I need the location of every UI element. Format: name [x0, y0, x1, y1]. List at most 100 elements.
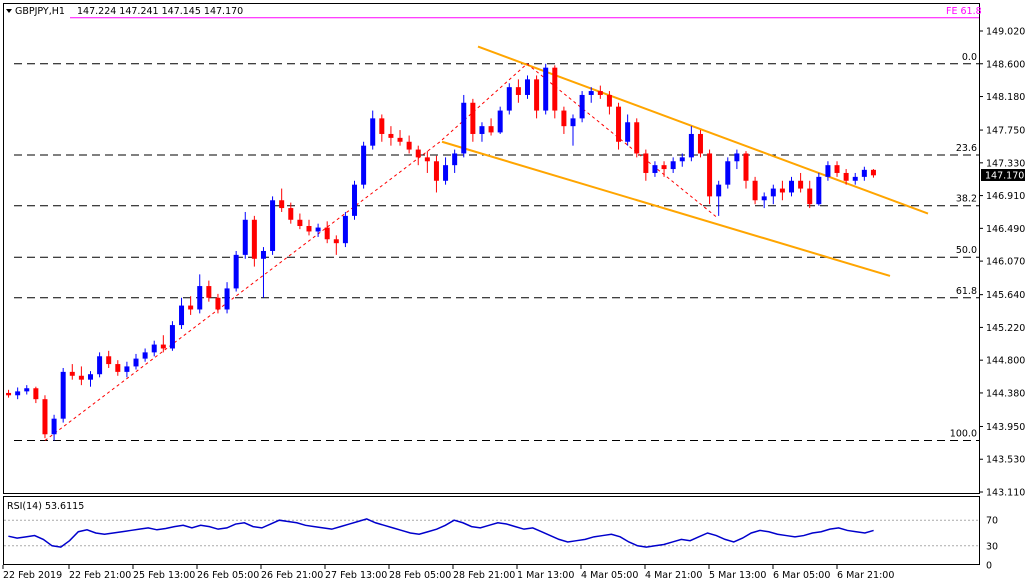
candle-body: [734, 153, 740, 162]
time-tick-label: 22 Feb 21:00: [69, 570, 131, 581]
candle-body: [251, 219, 257, 259]
price-tick-label: 143.110: [986, 488, 1025, 499]
candle-body: [424, 157, 430, 162]
price-tick-label: 148.180: [986, 92, 1025, 103]
price-tick-label: 146.070: [986, 257, 1025, 268]
candle-body: [342, 215, 348, 244]
fib-level-label: 100.0: [950, 429, 977, 440]
candle-body: [479, 126, 485, 134]
price-tick-label: 147.330: [986, 158, 1025, 169]
rsi-label: RSI(14) 53.6115: [7, 501, 84, 512]
candle-body: [297, 219, 303, 227]
candle-body: [142, 352, 148, 359]
candle-body: [33, 388, 39, 400]
candle-body: [233, 254, 239, 289]
candle-body: [852, 176, 858, 181]
collapse-triangle-icon[interactable]: [6, 9, 12, 13]
price-tick-label: 146.910: [986, 191, 1025, 202]
ohlc-label: 147.224 147.241 147.145 147.170: [77, 6, 243, 17]
channel-lower-line: [441, 140, 891, 277]
candle-body: [24, 388, 30, 392]
candle-body: [552, 67, 558, 111]
candle-body: [324, 227, 330, 240]
rsi-indicator: 70 30 0: [4, 516, 998, 572]
time-tick-label: 5 Mar 13:00: [709, 570, 766, 581]
rsi-tick-label: 0: [986, 561, 992, 572]
price-tick-label: 144.380: [986, 388, 1025, 399]
candle-body: [406, 141, 412, 150]
rsi-panel-border: [3, 496, 980, 565]
candle-body: [543, 67, 549, 111]
fib-level-label: 61.8: [956, 286, 977, 297]
candle-body: [124, 366, 130, 372]
time-tick-label: 4 Mar 21:00: [645, 570, 702, 581]
candle-body: [761, 196, 767, 201]
candle-body: [443, 165, 449, 181]
fib-level-label: 38.2: [956, 194, 977, 205]
candle-body: [78, 375, 84, 380]
price-tick-label: 147.750: [986, 126, 1025, 137]
candle-body: [661, 165, 667, 170]
candle-body: [461, 102, 467, 154]
candle-body: [260, 250, 266, 259]
candle-body: [561, 110, 567, 127]
price-tick-label: 143.950: [986, 422, 1025, 433]
rsi-tick-label: 30: [986, 541, 998, 552]
time-tick-label: 26 Feb 05:00: [197, 570, 259, 581]
candle-body: [798, 180, 804, 189]
candle-body: [433, 161, 439, 181]
current-price-badge: [981, 169, 1025, 181]
time-tick-label: 25 Feb 13:00: [133, 570, 195, 581]
price-tick-label: 145.220: [986, 323, 1025, 334]
candle-body: [133, 358, 139, 367]
time-tick-label: 6 Mar 21:00: [837, 570, 894, 581]
price-tick-label: 148.600: [986, 59, 1025, 70]
candle-body: [579, 94, 585, 119]
candle-body: [15, 391, 21, 396]
candle-body: [242, 219, 248, 255]
price-tick-label: 143.530: [986, 455, 1025, 466]
time-tick-label: 27 Feb 13:00: [325, 570, 387, 581]
fib-level-label: 0.0: [962, 52, 977, 63]
candle-body: [288, 208, 294, 220]
time-axis: 22 Feb 2019 22 Feb 21:00 25 Feb 13:00 26 Fe…: [2, 565, 894, 581]
candle-body: [206, 286, 212, 298]
candle-body: [816, 176, 822, 205]
candle-body: [588, 91, 594, 95]
candle-body: [616, 106, 622, 142]
candle-body: [716, 184, 722, 197]
candle-body: [752, 180, 758, 201]
current-price-label: 147.170: [985, 171, 1024, 182]
candle-body: [224, 288, 230, 310]
candle-body: [625, 122, 631, 142]
candle-body: [861, 169, 867, 177]
price-tick-label: 145.640: [986, 290, 1025, 301]
candle-body: [707, 153, 713, 197]
candle-body: [679, 157, 685, 162]
price-tick-label: 149.020: [986, 27, 1025, 38]
candle-body: [725, 161, 731, 185]
candle-body: [470, 102, 476, 134]
candle-body: [69, 371, 75, 376]
candle-body: [51, 418, 57, 435]
time-tick-label: 28 Feb 05:00: [389, 570, 451, 581]
candle-body: [825, 165, 831, 177]
time-tick-label: 22 Feb 2019: [3, 570, 62, 581]
candle-body: [352, 184, 358, 216]
candle-body: [60, 371, 66, 419]
candle-body: [97, 356, 103, 375]
candle-body: [452, 153, 458, 166]
candle-body: [807, 188, 813, 205]
candle-body: [42, 399, 48, 435]
candle-body: [770, 188, 776, 197]
candle-body: [606, 94, 612, 107]
candle-body: [488, 126, 494, 133]
candle-body: [834, 165, 840, 173]
candle-body: [106, 356, 112, 365]
candle-body: [333, 239, 339, 244]
candle-body: [397, 137, 403, 142]
candle-body: [87, 374, 93, 380]
candle-body: [179, 305, 185, 326]
candle-body: [388, 133, 394, 138]
